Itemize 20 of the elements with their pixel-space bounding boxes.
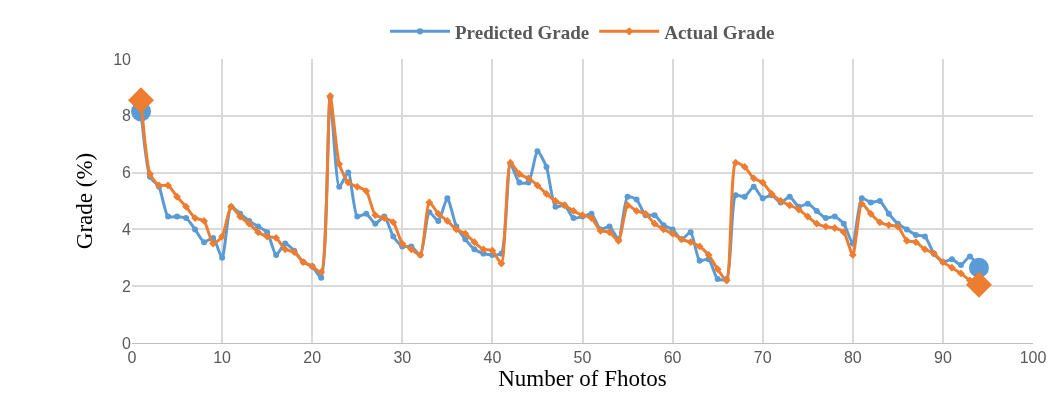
x-tick-label: 50: [573, 349, 592, 367]
x-tick-label: 10: [213, 349, 232, 367]
y-tick-label: 8: [122, 107, 132, 125]
y-axis-title: Grade (%): [71, 152, 97, 250]
x-tick-label: 60: [663, 349, 682, 367]
x-tick-label: 70: [753, 349, 772, 367]
x-tick-label: 20: [303, 349, 322, 367]
y-tick-label: 10: [113, 50, 132, 68]
x-tick-label: 100: [1019, 349, 1047, 367]
y-tick-label: 4: [122, 221, 132, 238]
x-tick-label: 80: [843, 349, 862, 367]
x-tick-label: 40: [483, 349, 502, 367]
x-tick-label: 90: [934, 349, 952, 367]
legend-label: Actual Grade: [664, 21, 775, 43]
y-tick-label: 6: [122, 164, 132, 182]
y-tick-label: 0: [122, 334, 132, 352]
legend-label: Predicted Grade: [455, 21, 590, 43]
y-tick-label: 2: [122, 277, 132, 295]
x-tick-label: 30: [393, 349, 412, 367]
x-axis-title: Number of Fhotos: [498, 366, 667, 392]
